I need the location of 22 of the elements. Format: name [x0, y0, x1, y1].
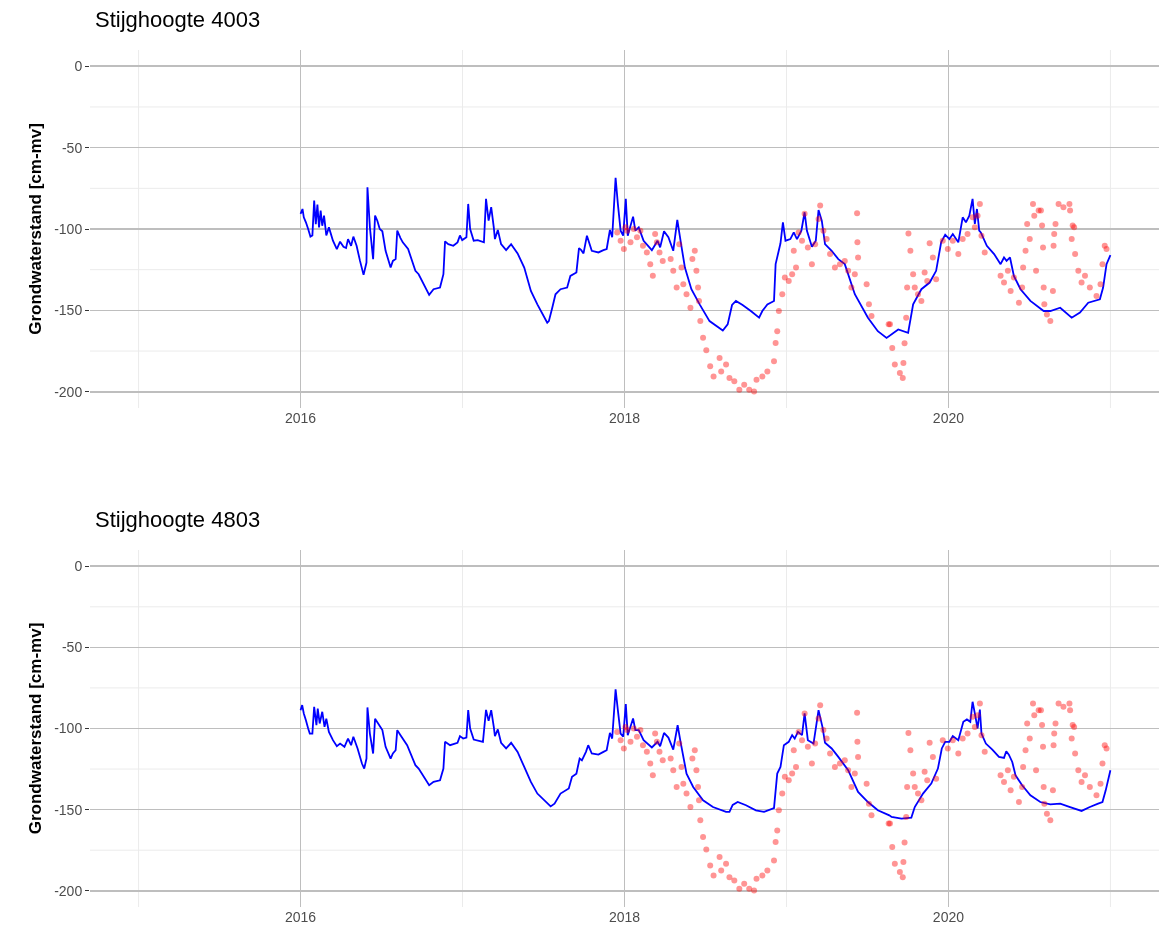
y-axis-title: Grondwaterstand [cm-mv]: [25, 622, 45, 835]
x-tick-label: 2016: [284, 410, 317, 426]
y-tick-label: -100: [54, 220, 83, 237]
y-tick-label: 0: [74, 558, 83, 575]
x-tick-label: 2018: [608, 410, 641, 426]
y-tick-label: -200: [54, 882, 83, 899]
y-tick-label: -50: [61, 139, 83, 156]
line-series: [299, 688, 1112, 820]
y-tick-label: 0: [74, 58, 83, 75]
x-tick-label: 2020: [932, 410, 965, 426]
y-tick-label: -50: [61, 639, 83, 656]
x-tick-label: 2020: [932, 909, 965, 925]
x-tick-label: 2016: [284, 909, 317, 925]
y-tick-label: -200: [54, 383, 83, 400]
line-series: [299, 176, 1112, 339]
x-tick-label: 2018: [608, 909, 641, 925]
y-tick-label: -100: [54, 720, 83, 737]
chart-title: Stijghoogte 4003: [95, 7, 261, 32]
y-tick-label: -150: [54, 801, 83, 818]
y-axis-title: Grondwaterstand [cm-mv]: [25, 123, 45, 335]
y-tick-label: -150: [54, 302, 83, 319]
chart-title: Stijghoogte 4803: [95, 507, 261, 532]
